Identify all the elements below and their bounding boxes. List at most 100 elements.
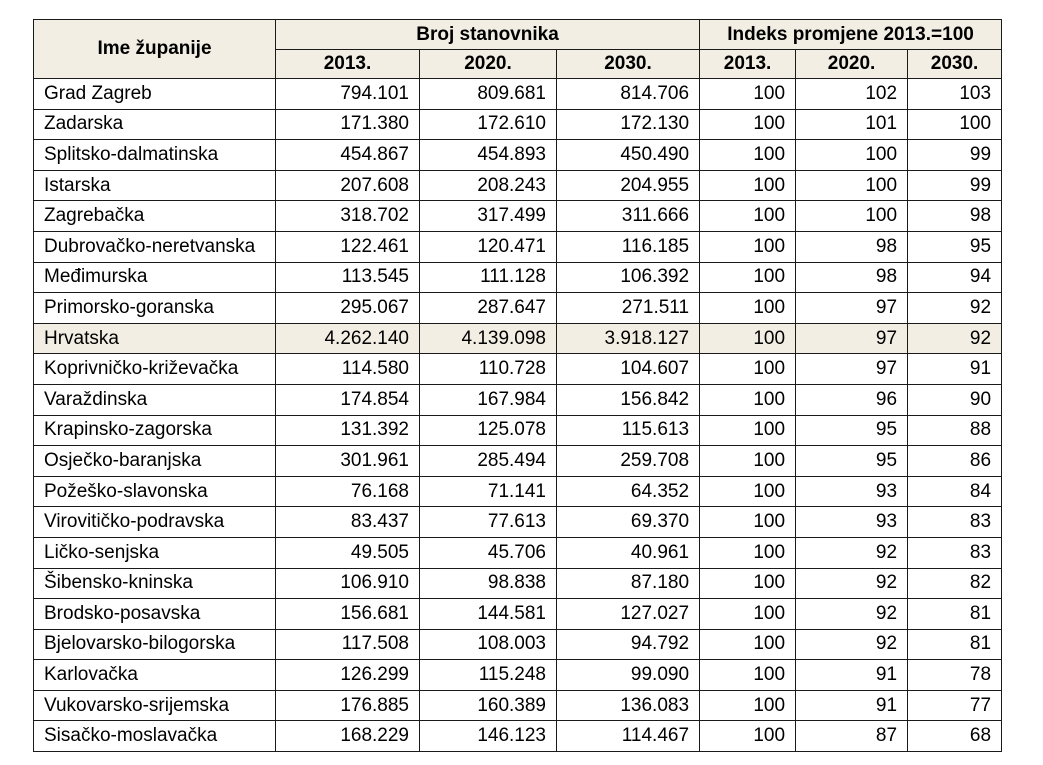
index-2013-cell: 100 <box>699 720 797 753</box>
population-2013-cell: 794.101 <box>275 78 420 110</box>
index-2030-cell: 78 <box>907 659 1003 691</box>
population-2020-cell: 160.389 <box>419 689 557 722</box>
index-2013-cell: 100 <box>699 322 797 355</box>
index-2020-cell: 97 <box>795 322 909 355</box>
population-2030-cell: 106.392 <box>555 261 701 294</box>
county-name-cell: Hrvatska <box>33 322 276 355</box>
index-year-header: 2030. <box>907 49 1003 79</box>
population-year-header: 2020. <box>419 49 557 79</box>
table-row: Primorsko-goranska 295.067 287.647 271.511 1… <box>33 292 1003 324</box>
population-2020-cell: 120.471 <box>419 230 557 263</box>
header-row-years: 2013. 2020. 2030. 2013. 2020. 2030. <box>34 49 1003 79</box>
county-name-cell: Koprivničko-križevačka <box>33 353 276 385</box>
index-2013-cell: 100 <box>699 536 797 569</box>
index-2020-cell: 93 <box>795 475 909 508</box>
table-row: Splitsko-dalmatinska 454.867 454.893 450.49… <box>33 139 1003 171</box>
index-group-header: Indeks promjene 2013.=100 <box>699 19 1003 50</box>
index-2013-cell: 100 <box>699 475 797 508</box>
table-row: Vukovarsko-srijemska 176.885 160.389 136.08… <box>33 689 1003 722</box>
county-name-cell: Sisačko-moslavačka <box>33 720 276 753</box>
index-2013-cell: 100 <box>699 628 797 661</box>
table-row: Koprivničko-križevačka 114.580 110.728 104.… <box>33 353 1003 385</box>
index-2013-cell: 100 <box>699 598 797 630</box>
population-2030-cell: 64.352 <box>555 475 701 508</box>
index-2013-cell: 100 <box>699 414 797 447</box>
table-row: Zadarska 171.380 172.610 172.130 100 101 100 <box>33 108 1003 141</box>
index-2030-cell: 92 <box>907 322 1003 355</box>
county-name-cell: Karlovačka <box>33 659 276 691</box>
population-2013-cell: 295.067 <box>275 292 420 324</box>
index-2013-cell: 100 <box>699 506 797 538</box>
index-2013-cell: 100 <box>699 353 797 385</box>
population-2020-cell: 71.141 <box>419 475 557 508</box>
county-name-cell: Zagrebačka <box>33 200 276 232</box>
population-2013-cell: 83.437 <box>275 506 420 538</box>
table-row: Zagrebačka 318.702 317.499 311.666 100 100 98 <box>33 200 1003 232</box>
population-2020-cell: 208.243 <box>419 169 557 202</box>
population-2030-cell: 114.467 <box>555 720 701 753</box>
index-2020-cell: 91 <box>795 659 909 691</box>
index-2013-cell: 100 <box>699 139 797 171</box>
population-2030-cell: 87.180 <box>555 567 701 600</box>
county-name-cell: Varaždinska <box>33 383 276 416</box>
population-2030-cell: 116.185 <box>555 230 701 263</box>
index-2030-cell: 95 <box>907 230 1003 263</box>
index-2013-cell: 100 <box>699 689 797 722</box>
header-row-groups: Ime županije Broj stanovnika Indeks prom… <box>33 19 1003 79</box>
population-2013-cell: 122.461 <box>275 230 420 263</box>
county-name-cell: Dubrovačko-neretvanska <box>33 230 276 263</box>
index-2030-cell: 90 <box>907 383 1003 416</box>
population-2030-cell: 104.607 <box>555 353 701 385</box>
county-name-cell: Krapinsko-zagorska <box>33 414 276 447</box>
population-group-header: Broj stanovnika <box>274 19 701 50</box>
population-2030-cell: 259.708 <box>555 445 701 477</box>
population-2030-cell: 156.842 <box>555 383 701 416</box>
population-2013-cell: 156.681 <box>275 598 420 630</box>
index-2020-cell: 95 <box>795 445 909 477</box>
county-name-cell: Splitsko-dalmatinska <box>33 139 276 171</box>
index-2013-cell: 100 <box>699 108 797 141</box>
population-2013-cell: 318.702 <box>275 200 420 232</box>
population-2013-cell: 454.867 <box>275 139 420 171</box>
table-row: Požeško-slavonska 76.168 71.141 64.352 100 93… <box>33 475 1003 508</box>
population-2020-cell: 115.248 <box>419 659 557 691</box>
table-row: Brodsko-posavska 156.681 144.581 127.027 100… <box>33 598 1003 630</box>
population-2030-cell: 69.370 <box>555 506 701 538</box>
index-2020-cell: 87 <box>795 720 909 753</box>
index-2020-cell: 95 <box>795 414 909 447</box>
index-year-header: 2020. <box>795 49 909 79</box>
population-2020-cell: 144.581 <box>419 598 557 630</box>
population-2020-cell: 809.681 <box>419 78 557 110</box>
index-2030-cell: 88 <box>907 414 1003 447</box>
index-2030-cell: 103 <box>907 78 1003 110</box>
population-2013-cell: 4.262.140 <box>275 322 420 355</box>
county-name-cell: Zadarska <box>33 108 276 141</box>
table-row: Osječko-baranjska 301.961 285.494 259.708 10… <box>33 445 1003 477</box>
table-row: Virovitičko-podravska 83.437 77.613 69.370 1… <box>33 506 1003 538</box>
population-2030-cell: 115.613 <box>555 414 701 447</box>
index-2030-cell: 77 <box>907 689 1003 722</box>
index-2020-cell: 91 <box>795 689 909 722</box>
table-body: Grad Zagreb 794.101 809.681 814.706 100 102 10… <box>33 78 1003 753</box>
table-row-total: Hrvatska 4.262.140 4.139.098 3.918.127 100 97… <box>33 322 1003 355</box>
population-2020-cell: 4.139.098 <box>419 322 557 355</box>
index-2013-cell: 100 <box>699 445 797 477</box>
population-2020-cell: 287.647 <box>419 292 557 324</box>
index-2020-cell: 98 <box>795 230 909 263</box>
population-2020-cell: 317.499 <box>419 200 557 232</box>
index-2020-cell: 100 <box>795 200 909 232</box>
county-name-cell: Međimurska <box>33 261 276 294</box>
index-2030-cell: 81 <box>907 598 1003 630</box>
population-2013-cell: 176.885 <box>275 689 420 722</box>
population-2020-cell: 454.893 <box>419 139 557 171</box>
population-2030-cell: 40.961 <box>555 536 701 569</box>
table-row: Varaždinska 174.854 167.984 156.842 100 96 90 <box>33 383 1003 416</box>
table-row: Međimurska 113.545 111.128 106.392 100 98 94 <box>33 261 1003 294</box>
population-2013-cell: 114.580 <box>275 353 420 385</box>
index-2020-cell: 97 <box>795 353 909 385</box>
population-2013-cell: 207.608 <box>275 169 420 202</box>
population-2020-cell: 77.613 <box>419 506 557 538</box>
population-2030-cell: 172.130 <box>555 108 701 141</box>
index-2030-cell: 68 <box>907 720 1003 753</box>
population-2013-cell: 76.168 <box>275 475 420 508</box>
